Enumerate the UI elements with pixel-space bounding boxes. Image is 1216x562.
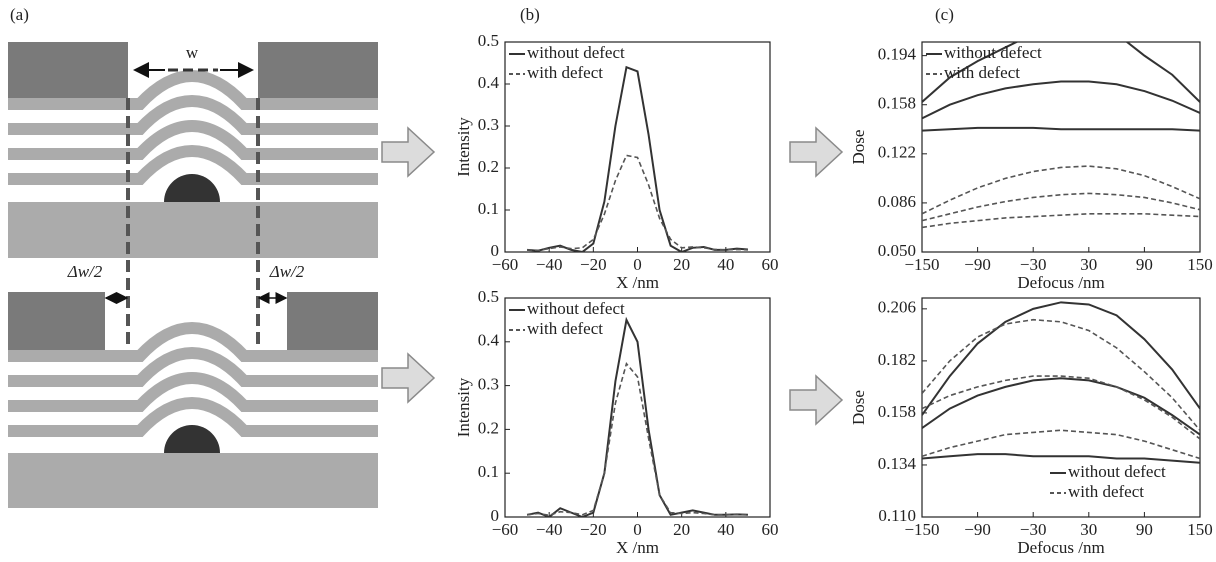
y-axis-label: Dose: [849, 390, 868, 425]
line-series: [922, 126, 1200, 132]
x-tick-label: −40: [536, 255, 563, 274]
y-tick-label: 0.158: [878, 94, 916, 113]
y-tick-label: 0.086: [878, 192, 916, 211]
chart-title: (c): [935, 5, 954, 24]
y-tick-label: 0: [491, 506, 500, 525]
y-tick-label: 0.110: [878, 506, 916, 525]
x-tick-label: −90: [964, 520, 991, 539]
chart: (c) −150 −90 −30 30 90 150 0.050 0.086 0.122 0.158…: [849, 5, 1213, 292]
line-series: [922, 213, 1200, 229]
x-tick-label: 90: [1136, 520, 1153, 539]
chart: (b) −60 −40 −20 0 20 40 60 0 0.1 0.2 0.3 0.4 0.5 X /nm…: [454, 5, 779, 292]
y-tick-label: 0.2: [478, 418, 499, 437]
line-series: [922, 42, 1200, 103]
y-tick-label: 0.182: [878, 350, 916, 369]
y-axis-label: Dose: [849, 130, 868, 165]
line-series: [922, 318, 1200, 431]
line-series: [527, 65, 748, 252]
line-series: [922, 165, 1200, 215]
y-tick-label: 0.122: [878, 143, 916, 162]
x-tick-label: −60: [492, 255, 519, 274]
line-series: [526, 362, 748, 517]
chart: −150 −90 −30 30 90 150 0.110 0.134 0.158 0.182 0.2…: [849, 297, 1213, 557]
y-tick-label: 0.134: [878, 454, 917, 473]
legend-label: with defect: [944, 63, 1020, 82]
y-tick-label: 0.2: [478, 157, 499, 176]
panel-label: (a): [10, 5, 29, 24]
x-tick-label: 40: [717, 255, 734, 274]
x-tick-label: −40: [536, 520, 563, 539]
y-tick-label: 0: [491, 241, 500, 260]
legend-label: without defect: [1068, 462, 1166, 481]
line-series: [922, 80, 1200, 120]
x-axis-label: Defocus /nm: [1017, 538, 1104, 557]
x-tick-label: 30: [1080, 520, 1097, 539]
line-series: [527, 154, 748, 252]
x-tick-label: −60: [492, 520, 519, 539]
legend-label: without defect: [527, 43, 625, 62]
x-tick-label: −150: [904, 255, 939, 274]
offset-label: Δw/2: [67, 262, 103, 281]
schematic: (a) w Δw/2 Δw/2: [8, 5, 378, 508]
legend-label: without defect: [944, 43, 1042, 62]
x-tick-label: −150: [904, 520, 939, 539]
y-tick-label: 0.5: [478, 31, 499, 50]
x-tick-label: −20: [580, 520, 607, 539]
line-series: [922, 429, 1200, 460]
x-tick-label: −30: [1020, 255, 1047, 274]
y-tick-label: 0.1: [478, 462, 499, 481]
line-series: [922, 453, 1200, 464]
y-tick-label: 0.3: [478, 375, 499, 394]
y-tick-label: 0.4: [478, 73, 500, 92]
line-series: [526, 316, 748, 517]
y-tick-label: 0.158: [878, 402, 916, 421]
legend-label: without defect: [527, 299, 625, 318]
x-tick-label: 150: [1187, 520, 1213, 539]
x-tick-label: 40: [717, 520, 734, 539]
y-tick-label: 0.194: [878, 45, 917, 64]
line-series: [922, 301, 1200, 416]
x-axis-label: X /nm: [616, 538, 659, 557]
offset-label: Δw/2: [269, 262, 305, 281]
x-tick-label: 150: [1187, 255, 1213, 274]
flow-arrows: [381, 126, 844, 426]
y-axis-label: Intensity: [454, 377, 473, 437]
x-tick-label: −90: [964, 255, 991, 274]
y-axis-label: Intensity: [454, 117, 473, 177]
y-tick-label: 0.206: [878, 298, 916, 317]
line-series: [922, 377, 1200, 436]
legend-label: with defect: [527, 63, 603, 82]
chart: −60 −40 −20 0 20 40 60 0 0.1 0.2 0.3 0.4 0.5 X /nm Int…: [454, 287, 779, 557]
y-tick-label: 0.4: [478, 331, 500, 350]
line-series: [922, 192, 1200, 222]
x-tick-label: −30: [1020, 520, 1047, 539]
line-series: [922, 375, 1200, 440]
y-tick-label: 0.050: [878, 241, 916, 260]
x-axis-label: Defocus /nm: [1017, 273, 1104, 292]
plot-frame: [921, 41, 1201, 253]
x-tick-label: 20: [673, 255, 690, 274]
legend-label: with defect: [527, 319, 603, 338]
width-label: w: [186, 43, 199, 62]
legend-label: with defect: [1068, 482, 1144, 501]
x-tick-label: −20: [580, 255, 607, 274]
chart-title: (b): [520, 5, 540, 24]
y-tick-label: 0.1: [478, 199, 499, 218]
x-tick-label: 60: [762, 520, 779, 539]
x-tick-label: 30: [1080, 255, 1097, 274]
x-axis-label: X /nm: [616, 273, 659, 292]
x-tick-label: 0: [633, 255, 642, 274]
x-tick-label: 0: [633, 520, 642, 539]
x-tick-label: 20: [673, 520, 690, 539]
y-tick-label: 0.5: [478, 287, 499, 306]
y-tick-label: 0.3: [478, 115, 499, 134]
x-tick-label: 60: [762, 255, 779, 274]
x-tick-label: 90: [1136, 255, 1153, 274]
